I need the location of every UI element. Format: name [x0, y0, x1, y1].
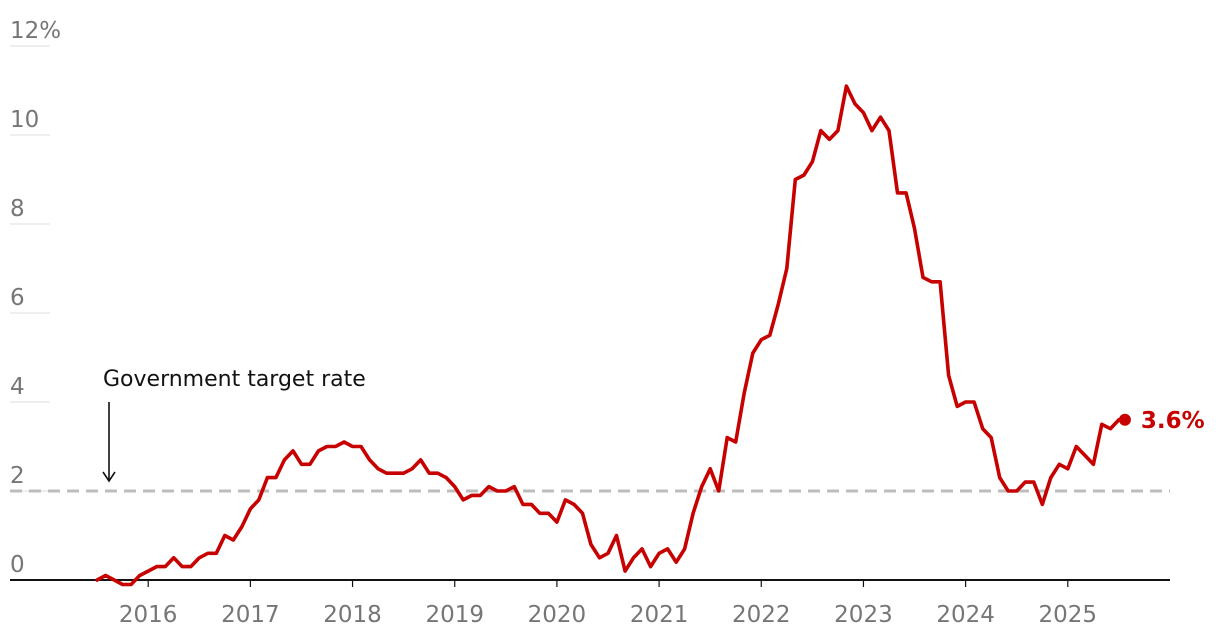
y-tick-label: 4	[10, 374, 25, 400]
x-tick-label: 2021	[630, 602, 689, 628]
x-tick-label: 2023	[834, 602, 893, 628]
x-tick-label: 2017	[221, 602, 280, 628]
series-line	[95, 84, 1121, 587]
x-tick-label: 2019	[425, 602, 484, 628]
target-rate-label: Government target rate	[103, 367, 366, 392]
y-tick-label: 12%	[10, 18, 61, 44]
x-tick-label: 2022	[732, 602, 791, 628]
y-axis: 12% 10 8 6 4 2 0	[10, 18, 61, 578]
x-tick-label: 2020	[528, 602, 587, 628]
target-rate-annotation: Government target rate	[102, 367, 366, 483]
y-tick-label: 2	[10, 463, 25, 489]
y-tick-label: 6	[10, 285, 25, 311]
y-tick-label: 10	[10, 107, 39, 133]
latest-value-dot	[1118, 413, 1131, 426]
x-tick-label: 2016	[119, 602, 178, 628]
y-tick-label: 8	[10, 196, 25, 222]
end-marker-group: 3.6%	[1118, 408, 1205, 434]
y-tick-label: 0	[10, 552, 25, 578]
x-tick-label: 2018	[323, 602, 382, 628]
arrow-head-icon	[102, 471, 116, 483]
x-tick-label: 2024	[936, 602, 995, 628]
latest-value-label: 3.6%	[1141, 408, 1205, 434]
series-group	[95, 84, 1121, 587]
x-axis: 2016 2017 2018 2019 2020 2021 2022 2023 2024 2025	[119, 580, 1097, 628]
x-tick-label: 2025	[1039, 602, 1098, 628]
